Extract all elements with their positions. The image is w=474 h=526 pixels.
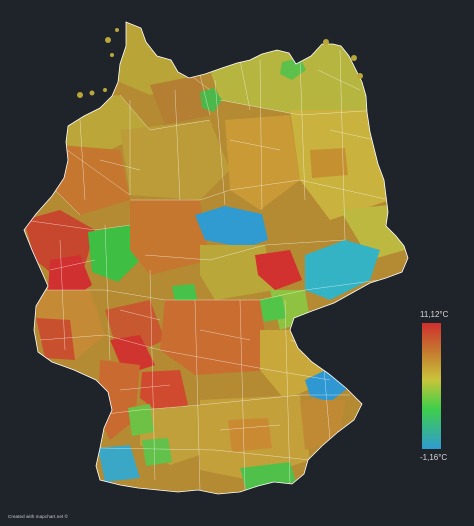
region-hesse-north: [130, 200, 210, 275]
legend-color-bar: [422, 323, 441, 449]
islands: [77, 28, 363, 98]
region-munich-orange: [228, 418, 272, 452]
region-green-nw-spot: [200, 88, 222, 112]
region-vogtland-green: [258, 296, 286, 322]
region-black-forest-blue: [98, 445, 140, 482]
region-saxony-blue: [305, 240, 380, 300]
region-hamburg-area: [150, 75, 210, 125]
region-stuttgart-red: [140, 370, 188, 412]
region-lower-saxony-east: [120, 120, 230, 200]
region-harz-blue: [195, 206, 268, 248]
credit-text: Created with mapchart.net ©: [8, 514, 69, 519]
region-cologne: [48, 255, 92, 300]
region-lower-saxony-west: [55, 145, 130, 215]
region-black-forest-green: [128, 404, 154, 436]
region-baden: [98, 360, 140, 440]
legend-min-label: -1,16°C: [420, 453, 448, 462]
legend-max-label: 11,12°C: [420, 310, 449, 319]
region-franconia: [160, 300, 270, 375]
region-lake-area-green: [142, 438, 172, 466]
region-rostock-spot: [280, 58, 306, 80]
region-saxony-anhalt: [225, 115, 300, 210]
region-berlin-area: [310, 148, 348, 178]
region-lower-bavaria: [300, 400, 345, 450]
district-borders: [24, 49, 391, 491]
region-leipzig-red: [255, 250, 302, 290]
